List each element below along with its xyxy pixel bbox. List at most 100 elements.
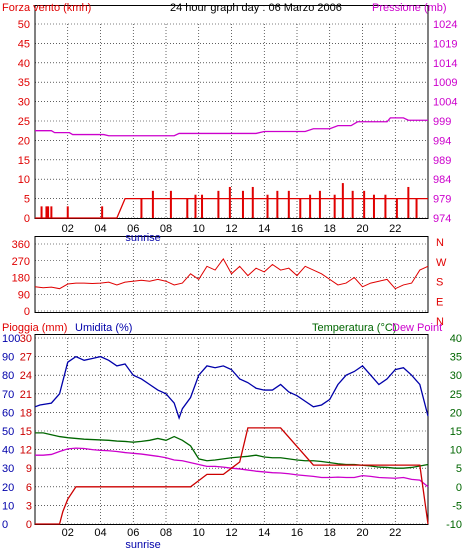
pressure-tick-label: 989 [433,155,451,167]
wind-tick-label: 45 [18,38,30,50]
x-tick-label: 02 [62,527,74,539]
x-tick-label: 22 [389,223,401,235]
wind-tick-label: 0 [24,213,30,225]
panel-rain-humidity-temp [34,334,429,525]
x-tick-label: 14 [258,223,270,235]
rain-tick-label: 3 [26,500,32,512]
direction-compass-label: S [436,277,443,289]
temperature-tick-label: -5 [452,500,462,512]
x-tick-label: 18 [324,527,336,539]
pressure-tick-label: 984 [433,174,451,186]
panel-wind-direction [34,236,429,313]
chart-title: 24 hour graph day : 06 Marzo 2006 [170,2,342,14]
humidity-tick-label: 60 [2,407,14,419]
x-tick-label: 22 [389,527,401,539]
x-tick-label: 12 [225,527,237,539]
wind-tick-label: 40 [18,58,30,70]
direction-compass-label: N [436,316,444,328]
humidity-tick-label: 90 [2,352,14,364]
rain-tick-label: 6 [26,482,32,494]
pressure-tick-label: 999 [433,116,451,128]
sunrise-label: sunrise [125,539,160,551]
wind-avg-line [35,197,428,219]
humidity-tick-label: 10 [2,500,14,512]
wind-tick-label: 20 [18,135,30,147]
direction-tick-label: 180 [12,273,30,285]
direction-line [34,257,429,290]
humidity-tick-label: 80 [2,370,14,382]
direction-compass-label: E [436,296,443,308]
x-tick-label: 08 [160,223,172,235]
temperature-tick-label: 0 [456,482,462,494]
humidity-tick-label: 70 [2,389,14,401]
pressure-tick-label: 1024 [433,19,457,31]
x-tick-label: 16 [291,223,303,235]
x-tick-label: 04 [94,527,106,539]
rain-tick-label: 21 [20,389,32,401]
temperature-tick-label: 40 [450,333,462,345]
x-tick-label: 20 [356,527,368,539]
pressure-tick-label: 1019 [433,38,457,50]
direction-tick-label: 90 [18,289,30,301]
humidity-tick-label: 0 [2,519,8,531]
x-tick-label: 06 [127,223,139,235]
rain-tick-label: 30 [20,333,32,345]
temperature-tick-label: 15 [450,426,462,438]
humidity-line [34,355,429,420]
humidity-tick-label: 100 [2,333,20,345]
pressure-tick-label: 1009 [433,77,457,89]
humidity-tick-label: 20 [2,482,14,494]
pressure-tick-label: 1014 [433,58,457,70]
temperature-axis-label: Temperatura (°C) [312,322,396,334]
temperature-tick-label: 5 [456,463,462,475]
rain-tick-label: 12 [20,445,32,457]
temperature-tick-label: -10 [446,519,462,531]
rain-axis-label: Pioggia (mm) [2,322,67,334]
pressure-tick-label: 974 [433,213,451,225]
x-tick-label: 14 [258,527,270,539]
humidity-axis-label: Umidita (%) [75,322,132,334]
pressure-tick-label: 1004 [433,97,457,109]
x-tick-label: 18 [324,223,336,235]
pressure-line [35,117,428,137]
direction-compass-label: W [436,257,447,269]
x-tick-label: 16 [291,527,303,539]
temperature-tick-label: 35 [450,352,462,364]
temperature-tick-label: 20 [450,407,462,419]
pressure-tick-label: 979 [433,194,451,206]
pressure-axis-label: Pressione (mb) [372,2,447,14]
wind-tick-label: 30 [18,97,30,109]
temperature-tick-label: 10 [450,445,462,457]
rain-tick-label: 15 [20,426,32,438]
x-tick-label: 10 [193,223,205,235]
direction-tick-label: 270 [12,256,30,268]
temperature-tick-label: 25 [450,389,462,401]
wind-axis-label: Forza vento (kmh) [2,2,91,14]
x-tick-label: 06 [127,527,139,539]
panel-wind-pressure [34,5,429,219]
rain-tick-label: 9 [26,463,32,475]
humidity-tick-label: 50 [2,426,14,438]
temperature-tick-label: 30 [450,370,462,382]
dewpoint-axis-label: Dew Point [392,322,442,334]
humidity-tick-label: 40 [2,445,14,457]
rain-line [35,427,429,525]
wind-tick-label: 35 [18,77,30,89]
wind-tick-label: 10 [18,174,30,186]
x-tick-label: 10 [193,527,205,539]
wind-tick-label: 50 [18,19,30,31]
temperature-line [35,432,429,469]
humidity-tick-label: 30 [2,463,14,475]
rain-tick-label: 0 [26,519,32,531]
x-tick-label: 08 [160,527,172,539]
x-tick-label: 20 [356,223,368,235]
sunrise-label: sunrise [125,232,160,244]
wind-tick-label: 5 [24,194,30,206]
direction-tick-label: 0 [24,306,30,318]
wind-tick-label: 25 [18,116,30,128]
direction-tick-label: 360 [12,239,30,251]
direction-compass-label: N [436,237,444,249]
rain-tick-label: 27 [20,352,32,364]
